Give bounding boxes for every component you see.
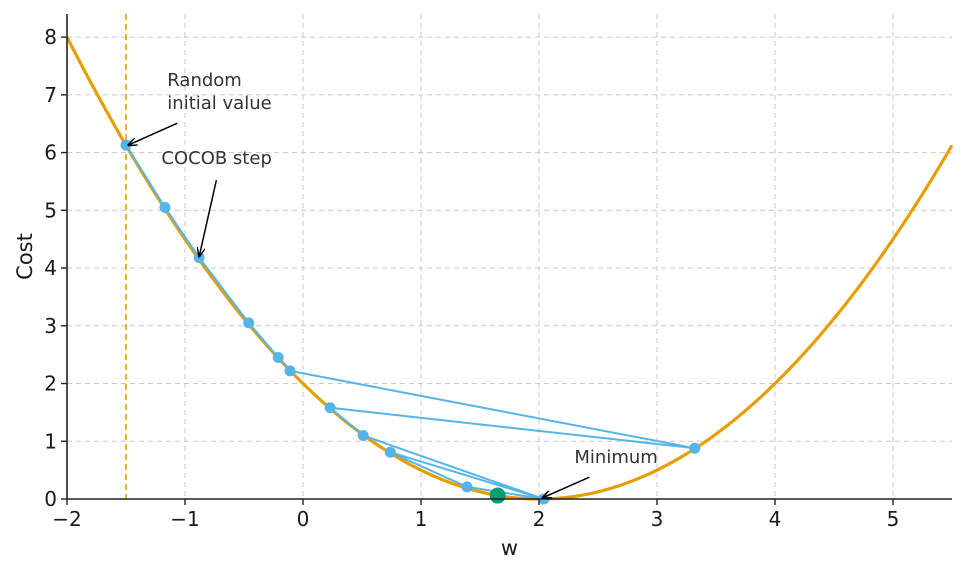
y-tick-label: 4 — [44, 256, 57, 280]
step-point — [357, 429, 369, 441]
annotation-text: Minimum — [574, 447, 657, 468]
y-tick-label: 5 — [44, 198, 57, 222]
annotation-text: COCOB step — [161, 148, 271, 169]
x-tick-label: −2 — [52, 507, 81, 531]
y-tick-label: 7 — [44, 83, 57, 107]
y-axis-title: Cost — [13, 233, 37, 280]
cocob-steps-line — [125, 144, 695, 500]
annotation-text: initial value — [167, 93, 271, 114]
y-tick-label: 1 — [44, 429, 57, 453]
annotation-arrow — [199, 179, 218, 256]
y-tick-label: 6 — [44, 141, 57, 165]
minimum-point — [489, 487, 506, 504]
axes: −2 −1 0 1 2 3 4 5 0 1 2 3 4 5 6 7 8 — [44, 14, 952, 531]
y-tick-label: 8 — [44, 25, 57, 49]
step-point — [461, 481, 473, 493]
x-tick-label: 3 — [651, 507, 664, 531]
step-point — [159, 201, 171, 213]
step-point — [284, 365, 296, 377]
y-tick-label: 0 — [44, 487, 57, 511]
cost-curve — [65, 36, 954, 501]
x-tick-label: 4 — [769, 507, 782, 531]
x-tick-label: −1 — [170, 507, 199, 531]
step-point — [689, 442, 701, 454]
annotation-arrow — [543, 476, 590, 498]
step-point — [272, 352, 284, 364]
x-tick-label: 0 — [297, 507, 310, 531]
y-tick-label: 3 — [44, 314, 57, 338]
step-point — [384, 446, 396, 458]
step-point — [243, 317, 255, 329]
x-tick-label: 2 — [533, 507, 546, 531]
annotation-text: Random — [167, 70, 242, 91]
y-tick-label: 2 — [44, 372, 57, 396]
step-point — [324, 402, 336, 414]
x-tick-label: 5 — [887, 507, 900, 531]
cost-curve-layer — [65, 14, 954, 501]
x-axis-title: w — [501, 536, 518, 560]
annotation-arrow — [128, 122, 178, 145]
grid — [67, 14, 952, 499]
x-tick-label: 1 — [415, 507, 428, 531]
